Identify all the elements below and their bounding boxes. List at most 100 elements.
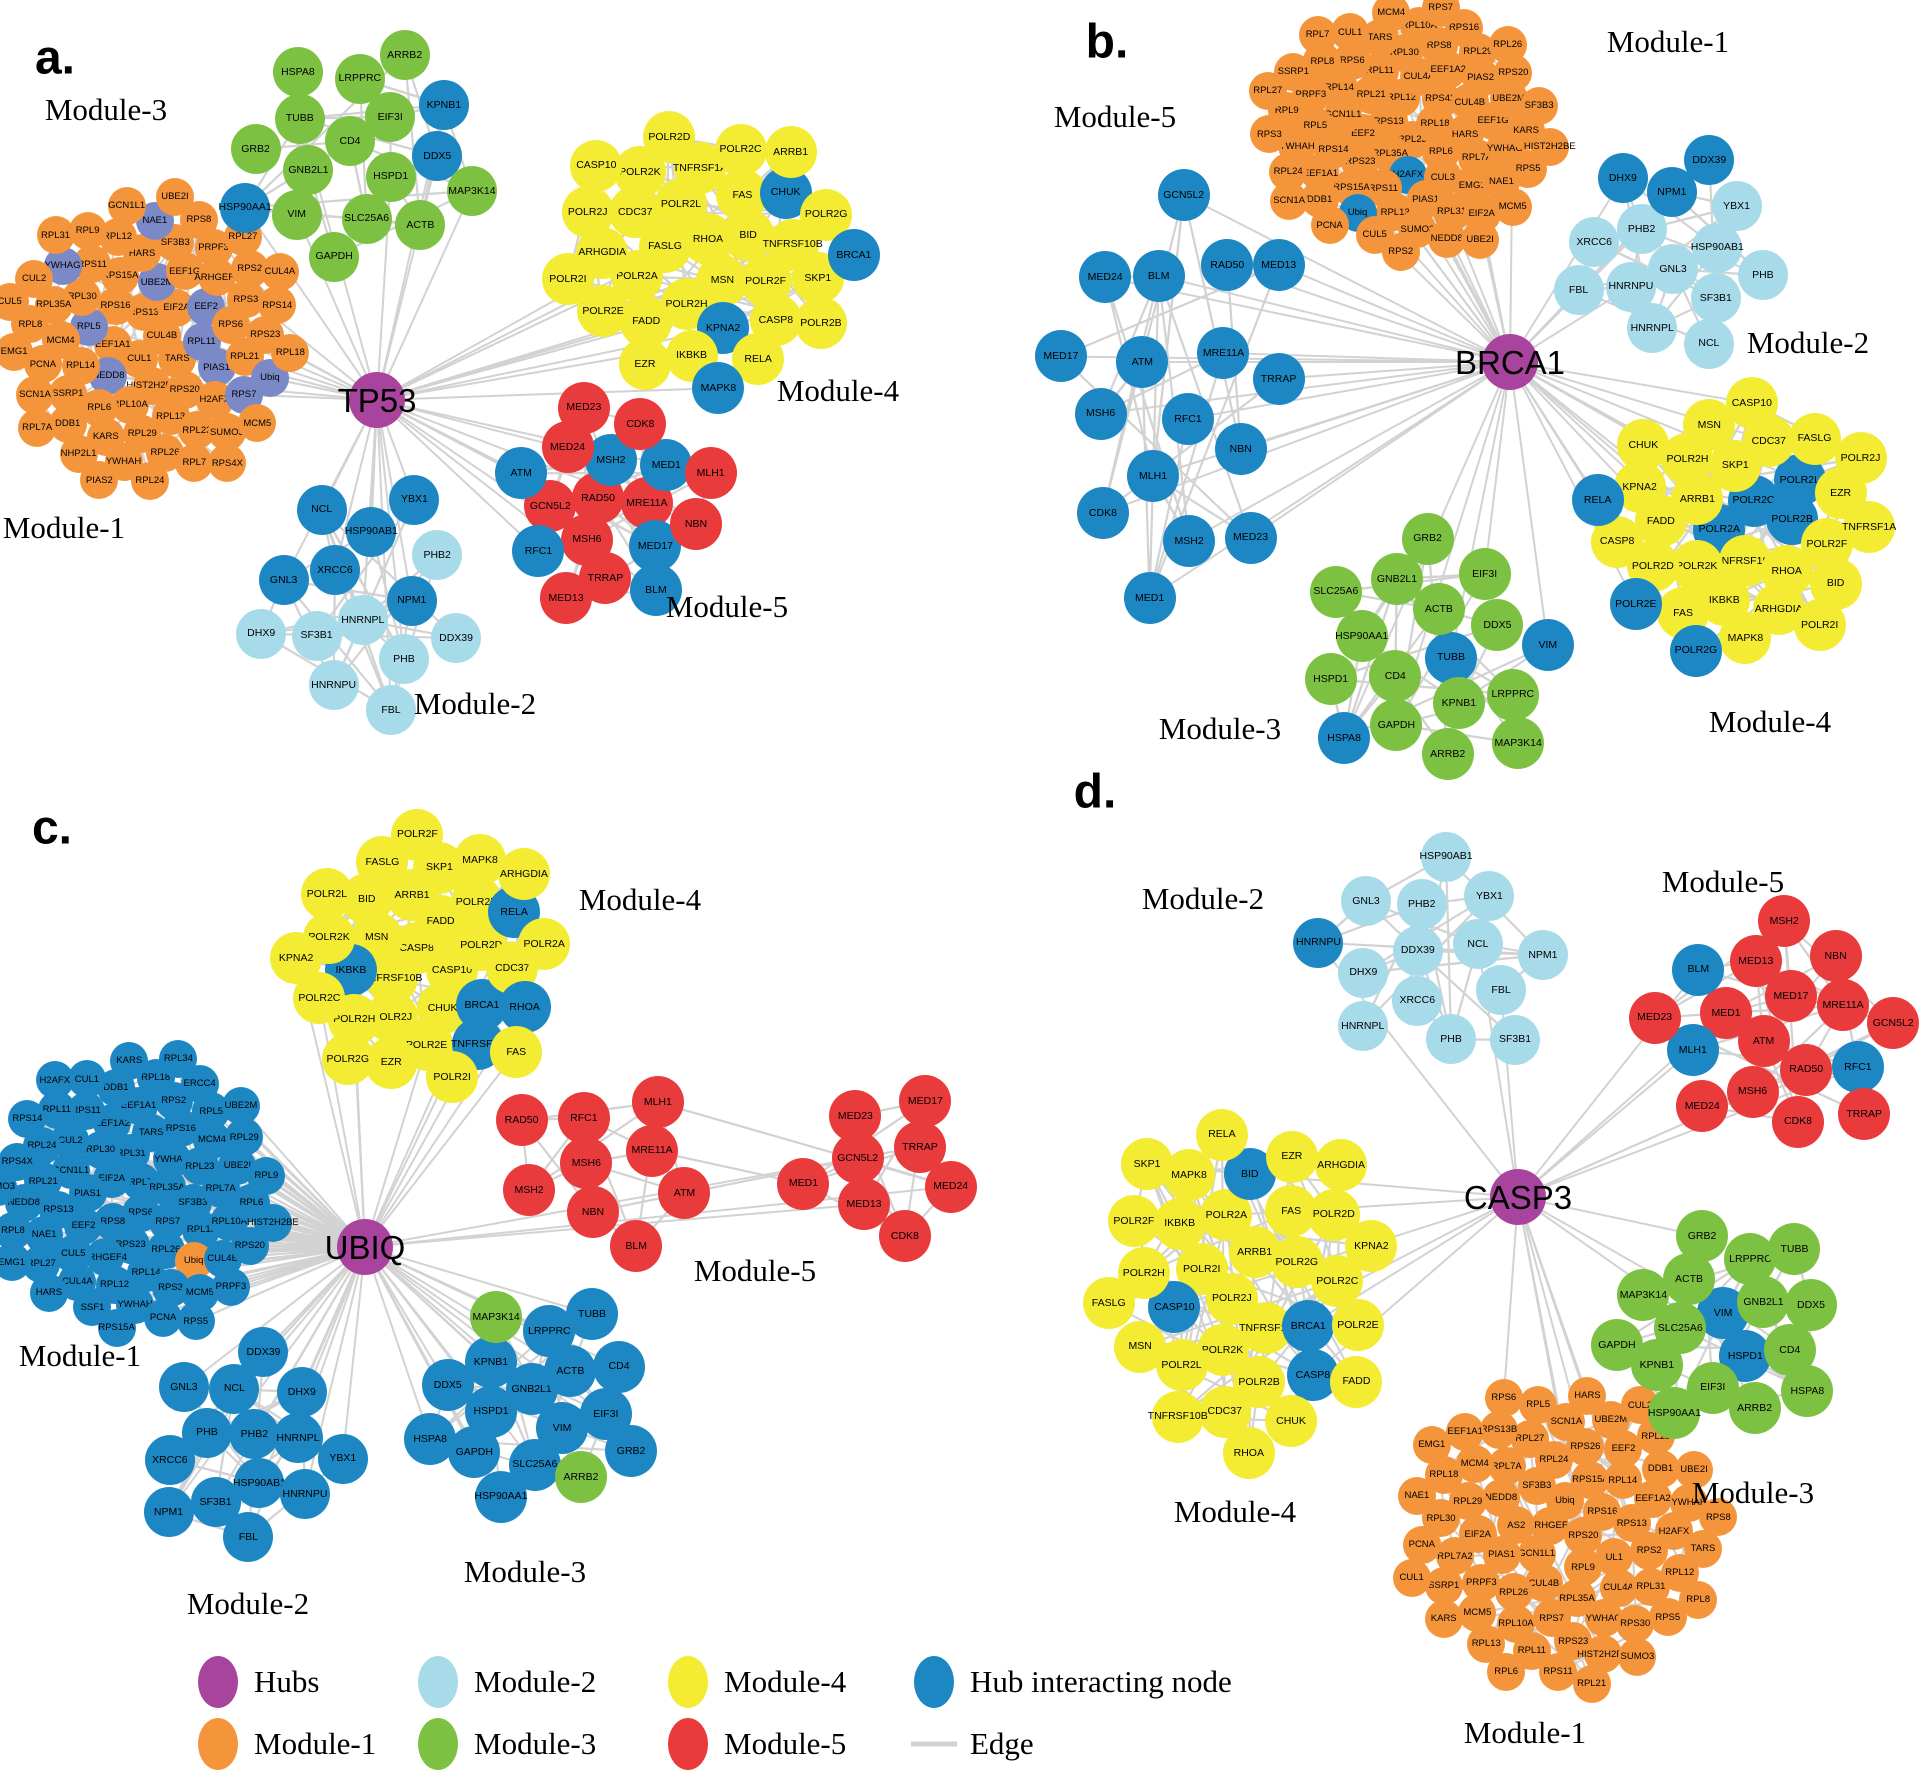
node-label: FAS bbox=[506, 1045, 527, 1058]
node-RAD50: RAD50 bbox=[495, 1094, 548, 1147]
node-label: XRCC6 bbox=[152, 1453, 188, 1466]
node-PCNA: PCNA bbox=[1310, 206, 1349, 245]
node-label: KARS bbox=[1513, 124, 1539, 136]
node-label: HNRNPL bbox=[341, 614, 385, 627]
node-label: YBX1 bbox=[400, 493, 428, 506]
node-label: ARHGEF4 bbox=[82, 1251, 128, 1263]
node-label: TNFRSF10B bbox=[1715, 554, 1776, 567]
module-label: Module-2 bbox=[413, 686, 537, 721]
node-label: MSH2 bbox=[1174, 534, 1204, 547]
node-label: YWHAH bbox=[105, 456, 142, 468]
node-label: MRE11A bbox=[626, 497, 668, 510]
node-TRRAP: TRRAP bbox=[1838, 1088, 1891, 1141]
node-label: SLC25A6 bbox=[512, 1458, 558, 1471]
node-label: GRB2 bbox=[241, 143, 270, 156]
node-label: RPL7A bbox=[22, 421, 53, 433]
node-BRCA1: BRCA1 bbox=[1282, 1300, 1335, 1353]
node-label: TNFRSF1A bbox=[1841, 521, 1897, 534]
node-label: POLR2E bbox=[405, 1038, 448, 1051]
node-label: KPNB1 bbox=[426, 98, 462, 111]
node-label: RPL7 bbox=[128, 1176, 153, 1188]
node-label: RPL10A bbox=[211, 1216, 247, 1228]
node-label: CUL1 bbox=[1337, 26, 1363, 38]
node-label: POLR2H bbox=[333, 1013, 376, 1026]
node-GNL3: GNL3 bbox=[158, 1362, 209, 1413]
node-CUL1: CUL1 bbox=[1392, 1558, 1431, 1597]
node-label: RPS13 bbox=[128, 306, 159, 318]
node-label: EMG1 bbox=[1458, 180, 1486, 192]
edge bbox=[1278, 361, 1511, 380]
node-LRPPRC: LRPPRC bbox=[1724, 1233, 1777, 1286]
module-label: Module-1 bbox=[2, 510, 126, 545]
node-label: RFC1 bbox=[1174, 412, 1202, 425]
node-label: GNL3 bbox=[269, 573, 298, 586]
legend-swatch-module3 bbox=[418, 1718, 458, 1770]
node-label: TUBB bbox=[578, 1308, 607, 1321]
node-label: TUBB bbox=[285, 112, 314, 125]
node-label: SUMO3 bbox=[1400, 223, 1435, 235]
node-TUBB: TUBB bbox=[566, 1288, 619, 1341]
node-label: RPL18 bbox=[275, 346, 305, 358]
node-RPL9: RPL9 bbox=[247, 1157, 286, 1196]
node-CASP10: CASP10 bbox=[570, 139, 623, 192]
node-label: EMG1 bbox=[1418, 1439, 1446, 1451]
node-label: RPL24 bbox=[27, 1140, 57, 1152]
node-label: POLR2C bbox=[1732, 494, 1775, 507]
node-label: SF3B1 bbox=[1699, 292, 1732, 305]
node-HSP90AB1: HSP90AB1 bbox=[233, 1458, 286, 1509]
legend-swatch-module4 bbox=[668, 1656, 708, 1708]
node-POLR2F: POLR2F bbox=[391, 808, 444, 861]
module-label: Module-4 bbox=[1708, 704, 1832, 739]
node-POLR2E: POLR2E bbox=[1609, 578, 1662, 631]
node-label: RPL13 bbox=[186, 1224, 216, 1236]
node-label: RPL10A bbox=[1401, 20, 1437, 32]
node-label: CUL3 bbox=[1430, 171, 1455, 183]
node-HNRNPL: HNRNPL bbox=[1627, 302, 1678, 353]
node-SF3B1: SF3B1 bbox=[291, 610, 342, 661]
node-label: NPM1 bbox=[1528, 948, 1558, 961]
node-label: RHOA bbox=[692, 232, 724, 245]
node-label: EMG1 bbox=[0, 346, 28, 358]
node-PHB2: PHB2 bbox=[412, 530, 463, 581]
node-GAPDH: GAPDH bbox=[1590, 1319, 1643, 1372]
edge bbox=[1187, 361, 1511, 420]
node-MAP3K14: MAP3K14 bbox=[1492, 717, 1545, 770]
node-label: GNB2L1 bbox=[1376, 572, 1418, 585]
node-label: POLR2H bbox=[1122, 1266, 1165, 1279]
node-POLR2K: POLR2K bbox=[613, 145, 666, 198]
node-label: Ubiq bbox=[1555, 1494, 1575, 1506]
node-label: RPL11 bbox=[1517, 1645, 1547, 1657]
node-DDX5: DDX5 bbox=[1471, 599, 1524, 652]
node-EZR: EZR bbox=[1265, 1130, 1318, 1183]
node-label: CUL4A bbox=[62, 1276, 93, 1288]
node-UBE2M: UBE2M bbox=[221, 1087, 260, 1126]
node-label: POLR2F bbox=[1113, 1214, 1155, 1227]
node-ARHGDIA: ARHGDIA bbox=[497, 848, 550, 901]
node-FBL: FBL bbox=[365, 685, 416, 736]
node-label: RPL26 bbox=[1493, 39, 1523, 51]
node-label: RPS13B bbox=[1480, 1423, 1518, 1435]
node-label: NCL bbox=[1698, 337, 1720, 350]
node-ARRB2: ARRB2 bbox=[1728, 1382, 1781, 1435]
node-label: CASP10 bbox=[576, 159, 617, 172]
node-RPL31: RPL31 bbox=[36, 216, 75, 255]
edge bbox=[1151, 194, 1185, 477]
node-label: POLR2I bbox=[1800, 619, 1839, 632]
node-label: RFC1 bbox=[570, 1111, 598, 1124]
node-IKBKB: IKBKB bbox=[1153, 1197, 1206, 1250]
node-label: RPL6 bbox=[87, 401, 112, 413]
node-label: UBE2I bbox=[1466, 234, 1494, 246]
node-MSH6: MSH6 bbox=[1074, 387, 1127, 440]
node-label: FADD bbox=[1342, 1375, 1371, 1388]
node-label: MRE11A bbox=[1202, 346, 1245, 359]
node-FADD: FADD bbox=[1330, 1355, 1383, 1408]
node-label: RPS16 bbox=[1448, 22, 1480, 34]
node-label: RPL14 bbox=[1324, 82, 1354, 94]
node-label: PHB2 bbox=[1627, 222, 1656, 235]
edge bbox=[1240, 361, 1511, 450]
node-label: YWHAH bbox=[1671, 1497, 1707, 1509]
node-XRCC6: XRCC6 bbox=[1392, 975, 1443, 1026]
node-label: MED13 bbox=[1261, 258, 1297, 271]
node-CUL1: CUL1 bbox=[1331, 13, 1370, 52]
node-label: BRCA1 bbox=[1290, 1320, 1326, 1333]
